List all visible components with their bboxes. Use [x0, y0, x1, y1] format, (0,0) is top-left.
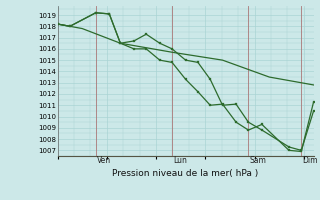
Text: Lun: Lun	[173, 156, 187, 165]
X-axis label: Pression niveau de la mer( hPa ): Pression niveau de la mer( hPa )	[112, 169, 259, 178]
Text: Ven: Ven	[97, 156, 111, 165]
Text: Sam: Sam	[250, 156, 267, 165]
Text: Dim: Dim	[302, 156, 318, 165]
